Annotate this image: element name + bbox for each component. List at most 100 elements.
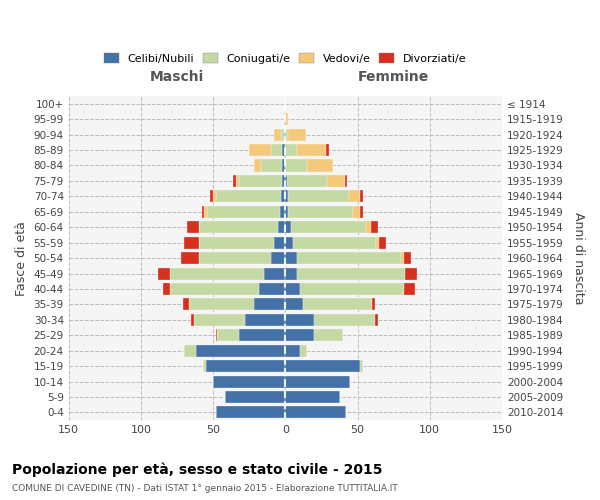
Bar [274,236,286,248]
Bar [366,221,371,233]
Y-axis label: Fasce di età: Fasce di età [15,220,28,296]
Bar [404,283,415,295]
Bar [245,314,286,326]
Bar [286,206,288,218]
Bar [286,314,314,326]
Bar [254,298,286,310]
Bar [344,175,347,187]
Bar [249,144,271,156]
Bar [163,283,170,295]
Bar [202,206,205,218]
Bar [283,175,286,187]
Bar [297,268,405,280]
Bar [191,314,194,326]
Bar [184,236,199,248]
Bar [199,236,274,248]
Bar [158,268,170,280]
Bar [286,344,300,356]
Bar [286,128,288,140]
Bar [293,236,376,248]
Bar [239,329,286,342]
Bar [236,175,239,187]
Bar [216,406,286,418]
Bar [286,360,361,372]
Bar [184,344,196,356]
Legend: Celibi/Nubili, Coniugati/e, Vedovi/e, Divorziati/e: Celibi/Nubili, Coniugati/e, Vedovi/e, Di… [101,50,470,67]
Bar [376,236,379,248]
Bar [307,160,333,172]
Bar [170,283,259,295]
Bar [405,268,417,280]
Bar [286,236,293,248]
Bar [302,298,372,310]
Bar [259,283,286,295]
Bar [297,144,326,156]
Bar [188,298,254,310]
Text: Femmine: Femmine [358,70,430,84]
Bar [284,113,286,125]
Bar [286,298,302,310]
Y-axis label: Anni di nascita: Anni di nascita [572,212,585,304]
Bar [401,252,404,264]
Bar [286,190,288,202]
Bar [199,221,278,233]
Bar [300,283,404,295]
Bar [233,175,236,187]
Bar [210,190,213,202]
Bar [281,128,284,140]
Bar [203,360,206,372]
Bar [288,128,305,140]
Bar [314,314,375,326]
Bar [181,252,199,264]
Bar [361,206,364,218]
Bar [291,221,366,233]
Bar [281,190,286,202]
Text: COMUNE DI CAVEDINE (TN) - Dati ISTAT 1° gennaio 2015 - Elaborazione TUTTITALIA.I: COMUNE DI CAVEDINE (TN) - Dati ISTAT 1° … [12,484,398,493]
Bar [274,128,281,140]
Bar [286,376,350,388]
Bar [326,144,329,156]
Bar [239,175,283,187]
Bar [217,329,239,342]
Bar [206,360,286,372]
Bar [286,283,300,295]
Bar [213,376,286,388]
Bar [286,160,307,172]
Bar [286,221,291,233]
Bar [379,236,386,248]
Bar [314,329,343,342]
Bar [361,360,364,372]
Bar [280,206,286,218]
Bar [283,144,286,156]
Bar [353,206,361,218]
Bar [286,144,297,156]
Bar [286,175,287,187]
Bar [278,221,286,233]
Bar [404,252,411,264]
Bar [375,314,378,326]
Bar [300,344,307,356]
Text: Maschi: Maschi [150,70,204,84]
Bar [187,221,199,233]
Bar [205,206,208,218]
Bar [216,190,281,202]
Bar [194,314,245,326]
Bar [327,175,344,187]
Bar [283,160,286,172]
Bar [288,190,349,202]
Bar [263,268,286,280]
Bar [284,128,286,140]
Bar [372,298,375,310]
Bar [183,298,188,310]
Bar [271,144,283,156]
Bar [224,391,286,403]
Bar [199,252,271,264]
Bar [271,252,286,264]
Bar [287,175,327,187]
Bar [349,190,361,202]
Bar [286,113,288,125]
Bar [286,406,346,418]
Bar [208,206,280,218]
Bar [254,160,261,172]
Bar [297,252,401,264]
